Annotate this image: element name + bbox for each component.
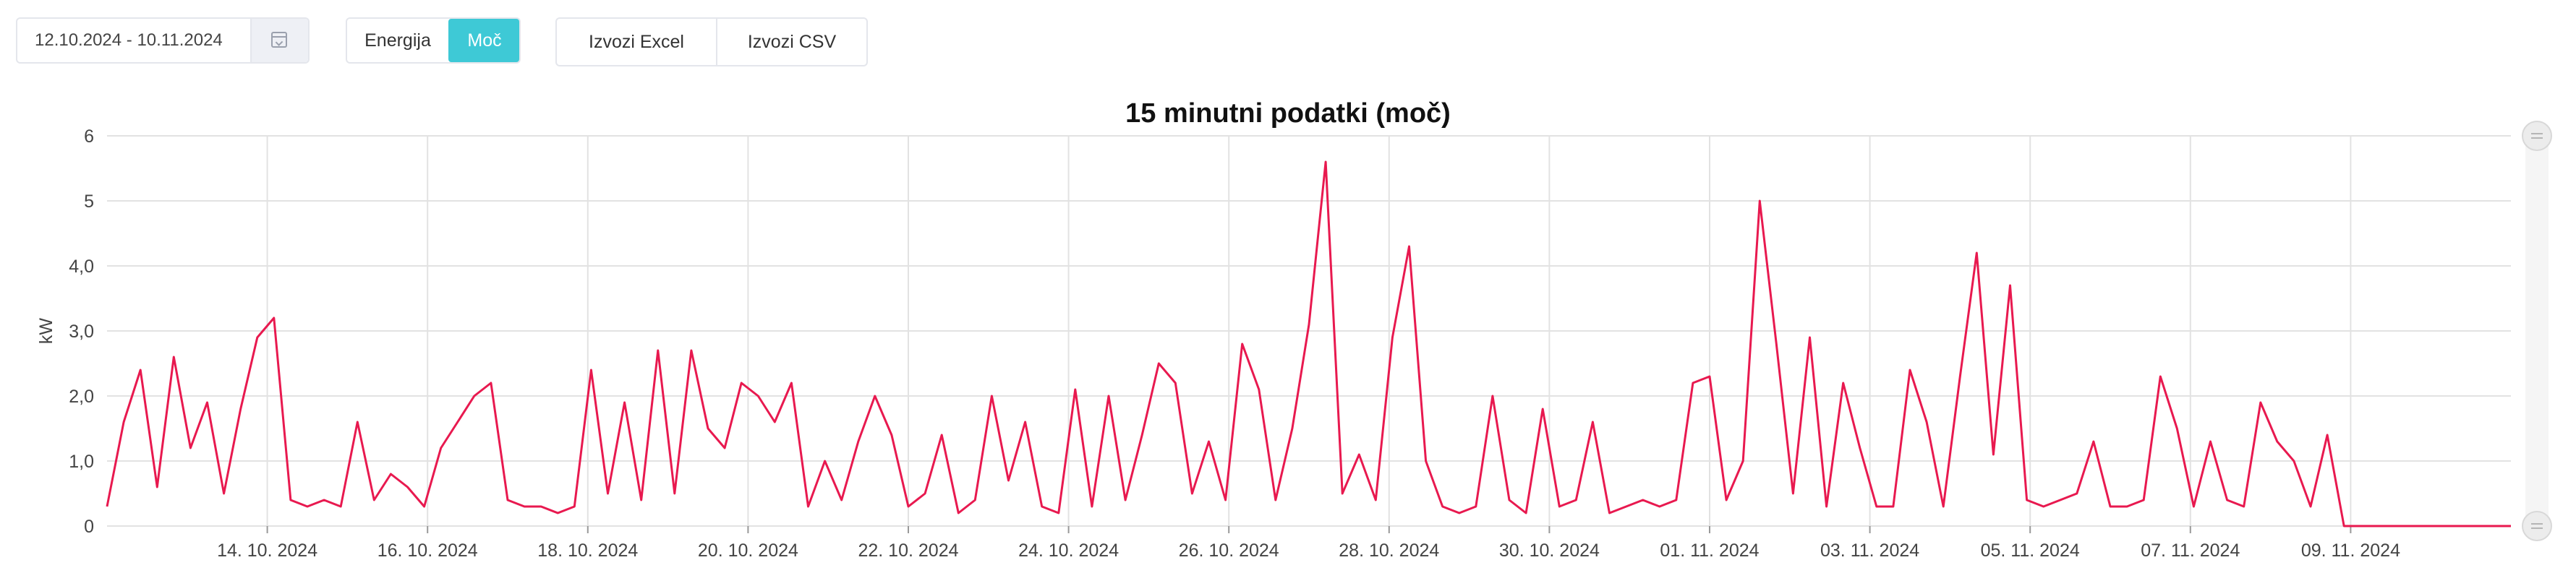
scrollbar-handle-top[interactable] (2522, 121, 2552, 151)
x-tick-label: 28. 10. 2024 (1339, 540, 1439, 561)
calendar-icon (271, 32, 287, 48)
export-excel-button[interactable]: Izvozi Excel (557, 19, 717, 65)
mode-energija-button[interactable]: Energija (364, 30, 431, 51)
y-tick-label: 3,0 (69, 322, 94, 342)
export-group: Izvozi Excel Izvozi CSV (555, 17, 868, 66)
x-tick-label: 30. 10. 2024 (1499, 540, 1600, 561)
scrollbar-track[interactable] (2525, 136, 2549, 526)
y-tick-label: 4,0 (69, 257, 94, 277)
y-tick-label: 5 (84, 191, 94, 212)
series-line-power (106, 160, 2511, 527)
x-tick-label: 03. 11. 2024 (1820, 540, 1919, 561)
date-range-picker[interactable]: 12.10.2024 - 10.11.2024 (16, 17, 310, 64)
x-tick-label: 14. 10. 2024 (217, 540, 317, 561)
y-tick-label: 1,0 (69, 452, 94, 472)
x-tick-label: 07. 11. 2024 (2141, 540, 2240, 561)
y-tick-label: 6 (84, 126, 94, 147)
x-tick-label: 24. 10. 2024 (1018, 540, 1119, 561)
calendar-button[interactable] (250, 19, 308, 62)
x-tick-label: 26. 10. 2024 (1179, 540, 1279, 561)
x-tick-label: 22. 10. 2024 (858, 540, 958, 561)
mode-moc-button[interactable]: Moč (448, 19, 519, 62)
date-range-value[interactable]: 12.10.2024 - 10.11.2024 (35, 30, 223, 50)
scrollbar-handle-bottom[interactable] (2522, 511, 2552, 541)
x-tick-label: 05. 11. 2024 (1981, 540, 2080, 561)
x-axis-ticks: 14. 10. 2024 16. 10. 2024 18. 10. 2024 20. … (217, 526, 2400, 561)
toolbar: 12.10.2024 - 10.11.2024 Energija Moč Izv… (0, 0, 2576, 87)
y-tick-label: 2,0 (69, 387, 94, 407)
x-tick-label: 01. 11. 2024 (1660, 540, 1759, 561)
x-tick-label: 16. 10. 2024 (378, 540, 478, 561)
y-tick-label: 0 (84, 517, 94, 537)
chart-title: 15 minutni podatki (moč) (1125, 98, 1451, 129)
mode-toggle: Energija Moč (346, 17, 521, 64)
x-tick-label: 18. 10. 2024 (537, 540, 638, 561)
x-tick-label: 09. 11. 2024 (2301, 540, 2400, 561)
chart-grid (107, 135, 2511, 527)
x-tick-label: 20. 10. 2024 (698, 540, 798, 561)
y-axis-ticks: 0 1,0 2,0 3,0 4,0 5 6 (69, 126, 94, 537)
y-axis-label: kW (36, 318, 56, 345)
chart-scrollbar[interactable] (2522, 121, 2552, 541)
export-csv-button[interactable]: Izvozi CSV (747, 32, 837, 52)
